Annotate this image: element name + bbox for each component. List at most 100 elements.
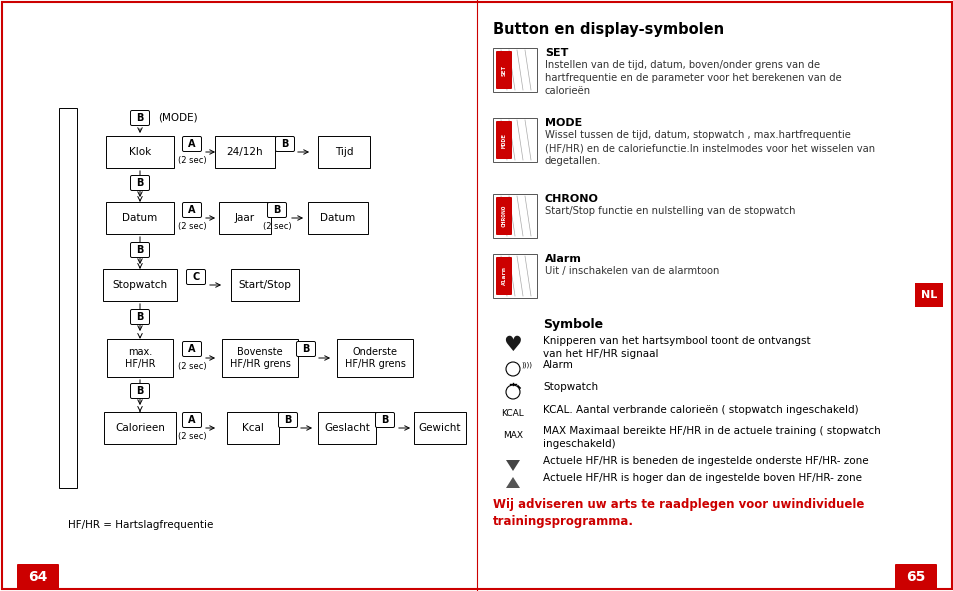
FancyBboxPatch shape	[131, 242, 150, 258]
FancyBboxPatch shape	[182, 137, 201, 151]
Bar	[106, 136, 173, 168]
Bar	[493, 48, 537, 92]
Polygon shape	[505, 477, 519, 488]
Text: NL: NL	[920, 290, 936, 300]
Text: Onderste
HF/HR grens: Onderste HF/HR grens	[344, 347, 405, 369]
FancyBboxPatch shape	[278, 413, 297, 427]
Text: B: B	[281, 139, 289, 149]
Text: B: B	[136, 245, 144, 255]
Text: (2 sec): (2 sec)	[177, 431, 206, 440]
Text: Knipperen van het hartsymbool toont de ontvangst
van het HF/HR signaal: Knipperen van het hartsymbool toont de o…	[542, 336, 810, 359]
Text: )))): ))))	[520, 362, 532, 368]
Text: B: B	[302, 344, 310, 354]
Text: Actuele HF/HR is beneden de ingestelde onderste HF/HR- zone: Actuele HF/HR is beneden de ingestelde o…	[542, 456, 868, 466]
Text: (MODE): (MODE)	[158, 113, 197, 123]
Text: Klok: Klok	[129, 147, 151, 157]
FancyBboxPatch shape	[182, 203, 201, 217]
Text: Stopwatch: Stopwatch	[112, 280, 168, 290]
Text: A: A	[188, 344, 195, 354]
Bar	[214, 136, 274, 168]
Text: A: A	[188, 415, 195, 425]
Text: Kcal: Kcal	[242, 423, 264, 433]
Text: MAX: MAX	[502, 430, 522, 440]
FancyBboxPatch shape	[914, 283, 942, 307]
Text: CHRONO: CHRONO	[544, 194, 598, 204]
FancyBboxPatch shape	[131, 384, 150, 398]
Text: Alarm: Alarm	[501, 267, 506, 285]
Text: Calorieen: Calorieen	[115, 423, 165, 433]
Text: KCAL. Aantal verbrande calorieën ( stopwatch ingeschakeld): KCAL. Aantal verbrande calorieën ( stopw…	[542, 405, 858, 415]
Text: MODE: MODE	[544, 118, 581, 128]
FancyBboxPatch shape	[894, 564, 936, 590]
Text: MODE: MODE	[501, 132, 506, 148]
Bar	[106, 202, 173, 234]
Text: B: B	[273, 205, 280, 215]
Text: Datum: Datum	[122, 213, 157, 223]
FancyBboxPatch shape	[496, 197, 512, 235]
Text: B: B	[284, 415, 292, 425]
Text: ♥: ♥	[503, 335, 522, 355]
FancyBboxPatch shape	[17, 564, 59, 590]
Text: Jaar: Jaar	[234, 213, 254, 223]
Text: Symbole: Symbole	[542, 318, 602, 331]
Text: (2 sec): (2 sec)	[177, 222, 206, 230]
Text: Stopwatch: Stopwatch	[542, 382, 598, 392]
FancyBboxPatch shape	[375, 413, 395, 427]
Text: B: B	[136, 113, 144, 123]
Bar	[493, 194, 537, 238]
Text: CHRONO: CHRONO	[501, 204, 506, 228]
Bar	[336, 339, 413, 377]
Text: HF/HR = Hartslagfrequentie: HF/HR = Hartslagfrequentie	[68, 520, 213, 530]
Bar	[107, 339, 172, 377]
Bar	[103, 269, 177, 301]
Bar	[104, 412, 175, 444]
FancyBboxPatch shape	[267, 203, 286, 217]
Text: Wij adviseren uw arts te raadplegen voor uwindividuele
trainingsprogramma.: Wij adviseren uw arts te raadplegen voor…	[493, 498, 863, 528]
Text: Actuele HF/HR is hoger dan de ingestelde boven HF/HR- zone: Actuele HF/HR is hoger dan de ingestelde…	[542, 473, 862, 483]
Text: MAX Maximaal bereikte HF/HR in de actuele training ( stopwatch
ingeschakeld): MAX Maximaal bereikte HF/HR in de actuel…	[542, 426, 880, 449]
FancyBboxPatch shape	[496, 121, 512, 159]
FancyBboxPatch shape	[131, 310, 150, 324]
Text: (2 sec): (2 sec)	[262, 222, 291, 230]
FancyBboxPatch shape	[275, 137, 294, 151]
Text: B: B	[136, 312, 144, 322]
Text: 64: 64	[29, 570, 48, 584]
FancyBboxPatch shape	[131, 176, 150, 190]
Bar	[414, 412, 465, 444]
Bar	[227, 412, 278, 444]
FancyBboxPatch shape	[182, 413, 201, 427]
Text: Tijd: Tijd	[335, 147, 353, 157]
Bar	[222, 339, 297, 377]
Text: Alarm: Alarm	[544, 254, 581, 264]
Text: B: B	[381, 415, 388, 425]
Text: Instellen van de tijd, datum, boven/onder grens van de
hartfrequentie en de para: Instellen van de tijd, datum, boven/onde…	[544, 60, 841, 96]
FancyBboxPatch shape	[131, 111, 150, 125]
FancyBboxPatch shape	[182, 342, 201, 356]
FancyBboxPatch shape	[496, 51, 512, 89]
Text: A: A	[188, 205, 195, 215]
Bar	[308, 202, 368, 234]
Text: Gewicht: Gewicht	[418, 423, 460, 433]
Text: Geslacht: Geslacht	[324, 423, 370, 433]
Text: B: B	[136, 386, 144, 396]
Bar	[59, 108, 77, 488]
Text: max.
HF/HR: max. HF/HR	[125, 347, 155, 369]
Text: Start/Stop functie en nulstelling van de stopwatch: Start/Stop functie en nulstelling van de…	[544, 206, 795, 216]
FancyBboxPatch shape	[496, 257, 512, 295]
Text: KCAL: KCAL	[501, 410, 524, 418]
Text: Start/Stop: Start/Stop	[238, 280, 291, 290]
Text: SET: SET	[501, 64, 506, 76]
Bar	[317, 412, 375, 444]
Text: Wissel tussen de tijd, datum, stopwatch , max.hartfrequentie
(HF/HR) en de calor: Wissel tussen de tijd, datum, stopwatch …	[544, 130, 874, 167]
Text: A: A	[188, 139, 195, 149]
FancyBboxPatch shape	[296, 342, 315, 356]
Bar	[231, 269, 298, 301]
Bar	[493, 118, 537, 162]
Text: Datum: Datum	[320, 213, 355, 223]
Text: Alarm: Alarm	[542, 360, 574, 370]
Text: (2 sec): (2 sec)	[177, 362, 206, 371]
Text: B: B	[136, 178, 144, 188]
Text: 65: 65	[905, 570, 924, 584]
Text: Bovenste
HF/HR grens: Bovenste HF/HR grens	[230, 347, 290, 369]
Text: 24/12h: 24/12h	[227, 147, 263, 157]
